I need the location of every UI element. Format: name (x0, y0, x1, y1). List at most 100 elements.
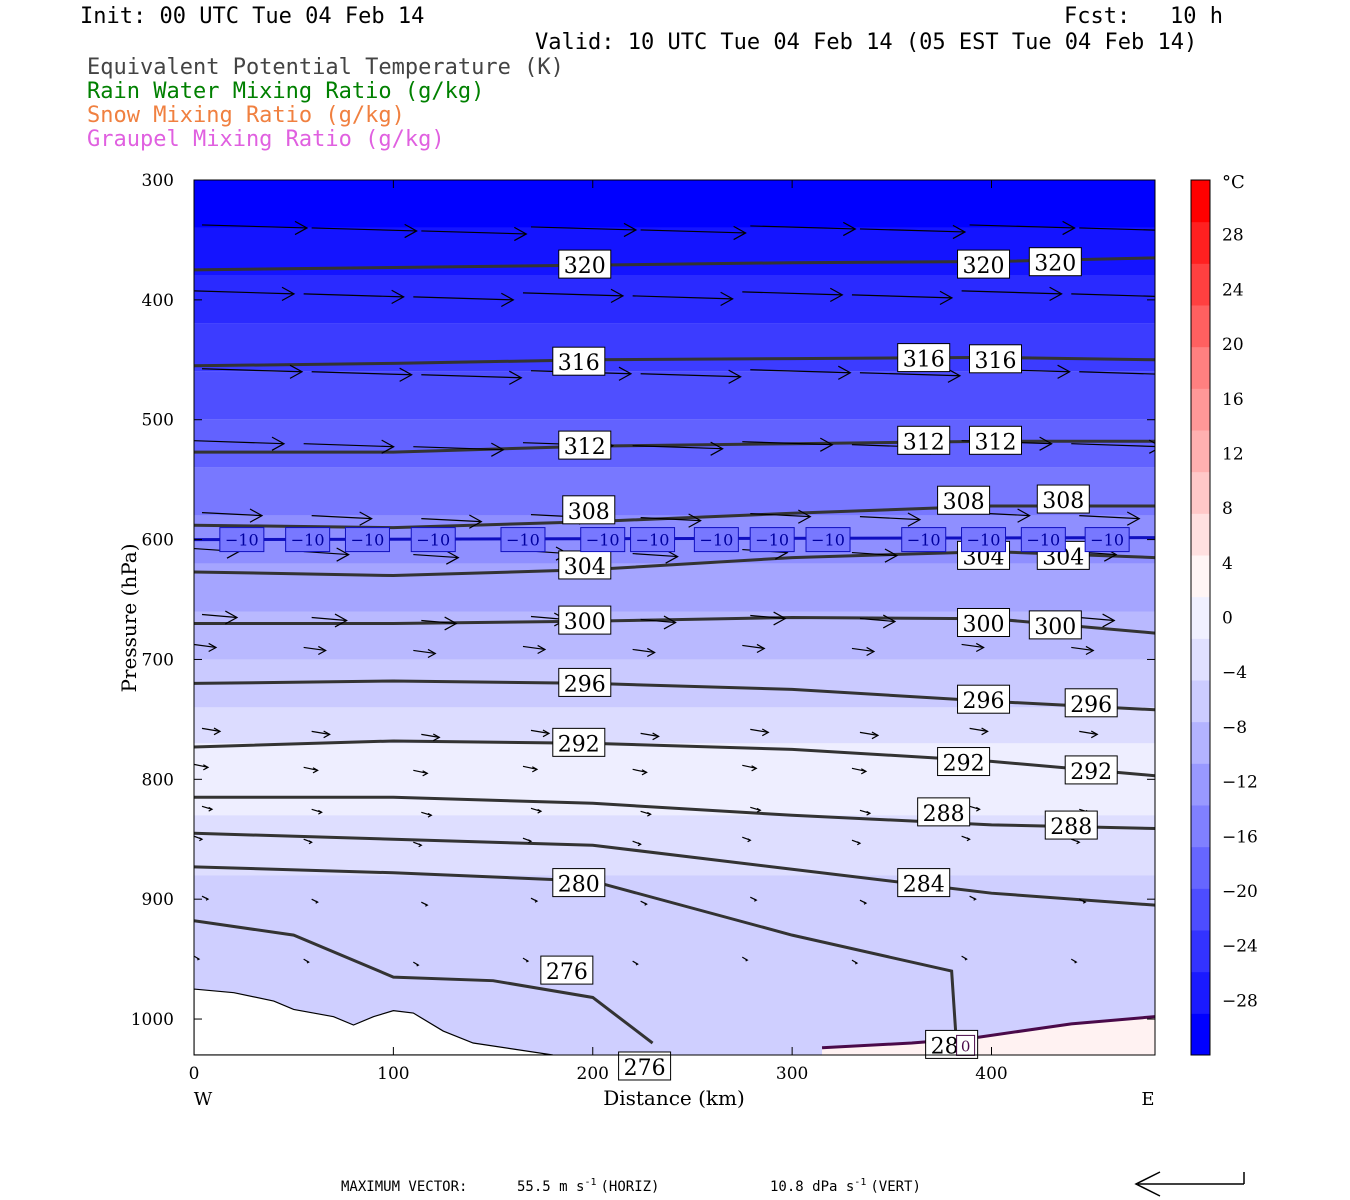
valid-time: Valid: 10 UTC Tue 04 Feb 14 (05 EST Tue … (535, 30, 1198, 55)
freezing-label: 0 (956, 1034, 976, 1056)
colorbar-swatch (1191, 596, 1210, 639)
wind-vector (311, 730, 330, 735)
colorbar-swatch (1191, 180, 1210, 223)
wind-vector (421, 518, 482, 523)
wind-vector (311, 515, 372, 520)
wind-vector (311, 616, 347, 622)
colorbar-tick-label: 12 (1222, 444, 1244, 464)
wind-vector (194, 290, 295, 295)
svg-text:312: 312 (564, 435, 606, 460)
init-time: Init: 00 UTC Tue 04 Feb 14 (80, 4, 425, 29)
wind-vector (1079, 515, 1140, 520)
x-tick-label: 400 (975, 1064, 1007, 1084)
wind-vector (1079, 227, 1155, 231)
temperature-band (194, 743, 1155, 816)
contour-label-308: 308 (937, 485, 991, 515)
svg-text:300: 300 (1034, 615, 1076, 640)
field-legend: Equivalent Potential Temperature (K) Rai… (87, 56, 564, 152)
wind-vector (851, 647, 875, 653)
svg-text:308: 308 (1042, 489, 1084, 514)
wind-vector (413, 296, 514, 301)
y-axis-label: Pressure (hPa) (117, 544, 141, 693)
colorbar-tick-label: 8 (1222, 499, 1233, 519)
max-vector-horiz: 55.5 m s-1 (HORIZ) (517, 1177, 660, 1195)
svg-text:280: 280 (558, 873, 600, 898)
wind-vector (194, 643, 217, 649)
theta-e-contour-304 (194, 550, 1155, 578)
contour-label-288: 288 (1044, 810, 1098, 840)
colorbar-swatch (1191, 430, 1210, 473)
contour-label-320: 320 (957, 249, 1011, 279)
wind-vector (632, 295, 733, 300)
contour-label-300: 300 (1028, 610, 1082, 640)
wind-vector (750, 728, 769, 733)
colorbar-swatch (1191, 1013, 1210, 1056)
isotherm-label: −10 (805, 527, 851, 553)
wind-vector (303, 766, 318, 771)
isotherm-label: −10 (961, 527, 1007, 553)
wind-vector (194, 763, 209, 768)
reference-vector (1134, 1171, 1245, 1197)
wind-vector (421, 374, 522, 379)
terrain (194, 988, 553, 1055)
svg-text:−10: −10 (506, 531, 540, 550)
svg-text:292: 292 (1070, 760, 1112, 785)
x-tick-label: 300 (776, 1064, 808, 1084)
svg-text:−10: −10 (1090, 531, 1124, 550)
legend-graupel: Graupel Mixing Ratio (g/kg) (87, 127, 445, 152)
svg-text:320: 320 (564, 254, 606, 279)
svg-text:300: 300 (564, 610, 606, 635)
colorbar-tick-label: −20 (1222, 882, 1258, 902)
contour-label-300: 300 (957, 607, 1011, 637)
colorbar-tick-label: −16 (1222, 827, 1258, 847)
svg-text:292: 292 (558, 732, 600, 757)
colorbar-frame (1190, 179, 1211, 1056)
colorbar-swatch (1191, 888, 1210, 931)
wind-vector (522, 292, 623, 297)
svg-text:276: 276 (624, 1056, 666, 1081)
wind-vector (742, 644, 765, 650)
svg-text:320: 320 (963, 254, 1005, 279)
x-tick-label: 200 (577, 1064, 609, 1084)
colorbar-swatch (1191, 221, 1210, 264)
wind-vector (201, 512, 263, 517)
colorbar-swatch (1191, 388, 1210, 431)
colorbar-swatch (1191, 971, 1210, 1014)
wind-vector (1079, 616, 1115, 622)
temperature-band (194, 707, 1155, 744)
colorbar-swatch (1191, 513, 1210, 556)
wind-vector (742, 291, 843, 296)
isotherm-label: −10 (580, 527, 626, 553)
wind-vector (1071, 443, 1155, 448)
wind-vector (750, 369, 851, 374)
x-tick-label: 0 (189, 1064, 200, 1084)
y-tick-label: 300 (142, 171, 174, 191)
forecast-label: Fcst: (1064, 4, 1131, 29)
temperature-band (194, 371, 1155, 420)
colorbar-tick-label: 28 (1222, 226, 1244, 246)
colorbar-unit: °C (1222, 172, 1245, 193)
contour-label-316: 316 (897, 343, 951, 373)
wind-vector (303, 646, 326, 652)
wind-vector (632, 445, 723, 450)
wind-vector (413, 649, 436, 655)
svg-text:304: 304 (564, 555, 606, 580)
colorbar-swatch (1191, 638, 1210, 681)
svg-text:288: 288 (1050, 815, 1092, 840)
wind-vector (961, 643, 984, 649)
colorbar-tick-label: 4 (1222, 554, 1233, 574)
wind-vector (1079, 371, 1155, 375)
contour-label-296: 296 (957, 684, 1011, 714)
wind-vector (750, 225, 856, 230)
wind-vector (859, 516, 920, 521)
y-tick-label: 700 (142, 650, 174, 670)
colorbar-tick-label: −28 (1222, 991, 1258, 1011)
wind-vector (530, 226, 636, 231)
y-tick-label: 400 (142, 291, 174, 311)
contour-label-292: 292 (937, 747, 991, 777)
contour-label-308: 308 (562, 495, 616, 525)
wind-vector (851, 767, 867, 772)
contour-label-296: 296 (1064, 688, 1118, 718)
colorbar-swatch (1191, 763, 1210, 806)
contour-label-284: 284 (897, 868, 951, 898)
